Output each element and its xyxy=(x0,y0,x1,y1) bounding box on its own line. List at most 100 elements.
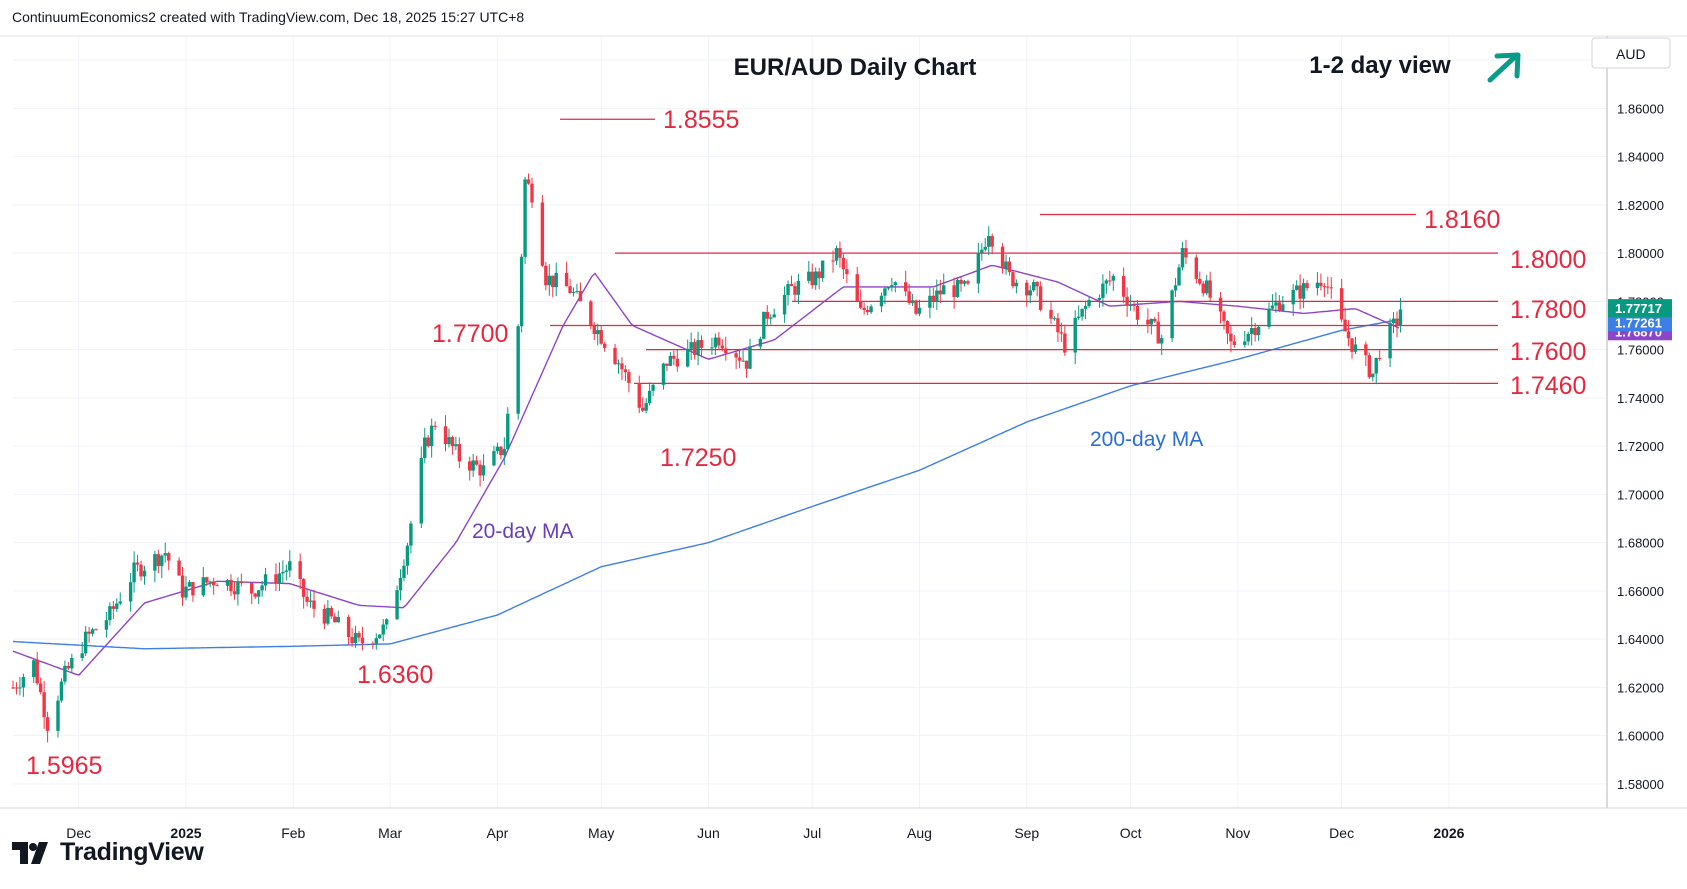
candle-body xyxy=(831,260,835,262)
candle-body xyxy=(1205,280,1209,294)
candle-body xyxy=(962,281,967,284)
candle-body xyxy=(907,291,911,304)
candle-body xyxy=(163,553,167,556)
candle-body xyxy=(277,573,282,583)
candle-body xyxy=(651,384,655,391)
candle-body xyxy=(1000,246,1005,269)
candle-body xyxy=(1121,275,1126,297)
candle-body xyxy=(1326,286,1330,288)
ma20-path xyxy=(12,264,1400,676)
candle-body xyxy=(350,637,354,644)
candle-body xyxy=(602,343,607,348)
price-tick-label: 1.66000 xyxy=(1617,584,1664,599)
candle-body xyxy=(713,337,718,348)
candle-body xyxy=(381,624,385,635)
candle-body xyxy=(1014,282,1019,287)
tradingview-logo-icon xyxy=(12,841,48,864)
candle-body xyxy=(135,562,140,565)
candle-body xyxy=(1087,300,1091,307)
candle-body xyxy=(478,464,482,476)
candle-body xyxy=(481,465,486,476)
tradingview-logo[interactable]: TradingView xyxy=(12,838,204,867)
candle-body xyxy=(457,444,462,462)
candle-body xyxy=(765,311,769,319)
candle-body xyxy=(1346,331,1351,339)
candle-body xyxy=(1398,309,1403,326)
candle-body xyxy=(644,403,648,411)
price-tick-label: 1.64000 xyxy=(1617,632,1664,647)
time-tick-label: Jun xyxy=(697,825,720,841)
candle-body xyxy=(865,310,870,313)
candle-body xyxy=(80,653,84,658)
candle-body xyxy=(1073,317,1077,353)
time-tick-label: Aug xyxy=(907,825,932,841)
candle-body xyxy=(724,348,728,354)
candle-body xyxy=(1388,323,1392,359)
level-lines: 1.8555 1.8160 1.8000 1.7800 1.7700 1.7600 1.74… xyxy=(26,106,1586,780)
candle-body xyxy=(890,285,894,288)
candle-body xyxy=(1025,282,1029,296)
candle-body xyxy=(395,590,399,620)
candle-body xyxy=(914,300,918,314)
candle-body xyxy=(859,301,863,308)
candle-body xyxy=(782,294,787,315)
candle-body xyxy=(405,545,410,566)
candle-body xyxy=(931,295,936,302)
candle-body xyxy=(160,555,164,567)
candle-body xyxy=(1350,338,1354,352)
price-tick-label: 1.80000 xyxy=(1617,246,1664,261)
candle-body xyxy=(710,347,714,349)
candle-body xyxy=(748,346,752,369)
time-tick-label: Jul xyxy=(803,825,821,841)
candle-body xyxy=(935,290,939,302)
candle-body xyxy=(1277,302,1282,311)
candle-body xyxy=(1104,280,1109,284)
view-label: 1-2 day view xyxy=(1309,52,1451,79)
candle-body xyxy=(38,683,43,693)
candle-body xyxy=(495,446,500,452)
candle-body xyxy=(699,340,704,348)
candle-body xyxy=(450,437,455,447)
time-tick-label: Feb xyxy=(281,825,305,841)
candle-body xyxy=(225,580,230,586)
candle-body xyxy=(551,275,555,288)
candle-body xyxy=(990,236,994,247)
candle-body xyxy=(1232,341,1237,345)
candle-body xyxy=(263,574,268,586)
candle-body xyxy=(589,301,593,326)
candle-body xyxy=(1256,326,1261,336)
candle-body xyxy=(111,606,116,609)
candle-body xyxy=(419,457,423,524)
candle-body xyxy=(1132,304,1136,306)
candle-body xyxy=(21,677,26,688)
candle-body xyxy=(274,574,278,583)
candle-body xyxy=(1301,283,1306,299)
time-tick-label: 2025 xyxy=(170,825,201,841)
candle-body xyxy=(526,179,531,184)
candle-body xyxy=(87,631,91,634)
price-tick-label: 1.60000 xyxy=(1617,729,1664,744)
candle-body xyxy=(1052,318,1057,320)
candle-body xyxy=(1253,327,1257,336)
candle-body xyxy=(322,608,327,624)
candle-body xyxy=(357,633,361,638)
candle-body xyxy=(966,281,970,284)
candle-body xyxy=(762,311,766,339)
time-tick-label: Apr xyxy=(487,825,509,841)
candle-body xyxy=(917,307,922,314)
candle-body xyxy=(1243,341,1247,345)
candle-body xyxy=(42,692,46,718)
candle-body xyxy=(855,274,859,302)
candle-body xyxy=(454,444,458,447)
candle-body xyxy=(378,634,382,639)
candle-body xyxy=(810,271,814,286)
time-tick-label: 2026 xyxy=(1433,825,1464,841)
time-tick-label: Nov xyxy=(1225,825,1250,841)
candle-body xyxy=(1298,285,1302,299)
candle-body xyxy=(599,330,603,344)
candle-body xyxy=(540,202,545,266)
candle-body xyxy=(1339,288,1344,320)
candle-body xyxy=(769,317,773,319)
candle-body xyxy=(288,561,292,571)
